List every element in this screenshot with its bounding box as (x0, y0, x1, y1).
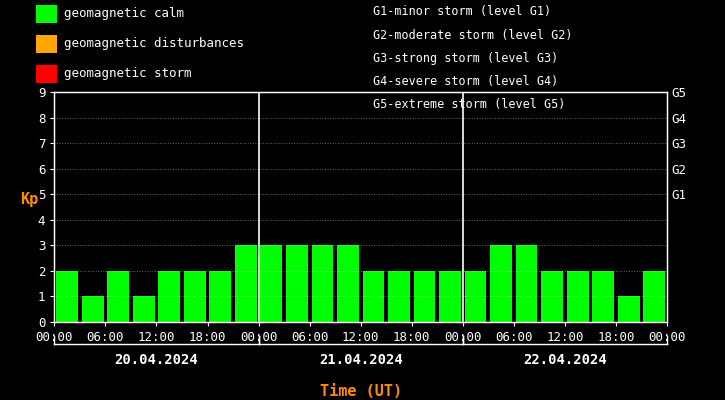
Text: geomagnetic disturbances: geomagnetic disturbances (64, 38, 244, 50)
Text: geomagnetic calm: geomagnetic calm (64, 8, 184, 20)
Text: Time (UT): Time (UT) (320, 384, 402, 400)
Text: G4-severe storm (level G4): G4-severe storm (level G4) (373, 75, 559, 88)
Bar (158, 271, 180, 322)
Bar (312, 245, 334, 322)
Bar (465, 271, 486, 322)
Bar (57, 271, 78, 322)
Bar (184, 271, 206, 322)
Bar (414, 271, 435, 322)
Y-axis label: Kp: Kp (20, 192, 38, 207)
Bar (133, 296, 154, 322)
Bar (210, 271, 231, 322)
Bar (618, 296, 639, 322)
Text: G3-strong storm (level G3): G3-strong storm (level G3) (373, 52, 559, 65)
Bar (515, 245, 537, 322)
Text: geomagnetic storm: geomagnetic storm (64, 68, 191, 80)
Bar (388, 271, 410, 322)
Bar (260, 245, 282, 322)
Text: G1-minor storm (level G1): G1-minor storm (level G1) (373, 6, 552, 18)
Bar (82, 296, 104, 322)
Bar (337, 245, 359, 322)
Text: G2-moderate storm (level G2): G2-moderate storm (level G2) (373, 29, 573, 42)
Bar (542, 271, 563, 322)
Bar (592, 271, 614, 322)
Bar (286, 245, 307, 322)
Text: 21.04.2024: 21.04.2024 (319, 353, 402, 367)
Text: G5-extreme storm (level G5): G5-extreme storm (level G5) (373, 98, 566, 111)
Bar (490, 245, 512, 322)
Bar (362, 271, 384, 322)
Bar (567, 271, 589, 322)
Bar (107, 271, 129, 322)
Text: 20.04.2024: 20.04.2024 (115, 353, 199, 367)
Bar (439, 271, 461, 322)
Bar (643, 271, 665, 322)
Text: 22.04.2024: 22.04.2024 (523, 353, 607, 367)
Bar (235, 245, 257, 322)
